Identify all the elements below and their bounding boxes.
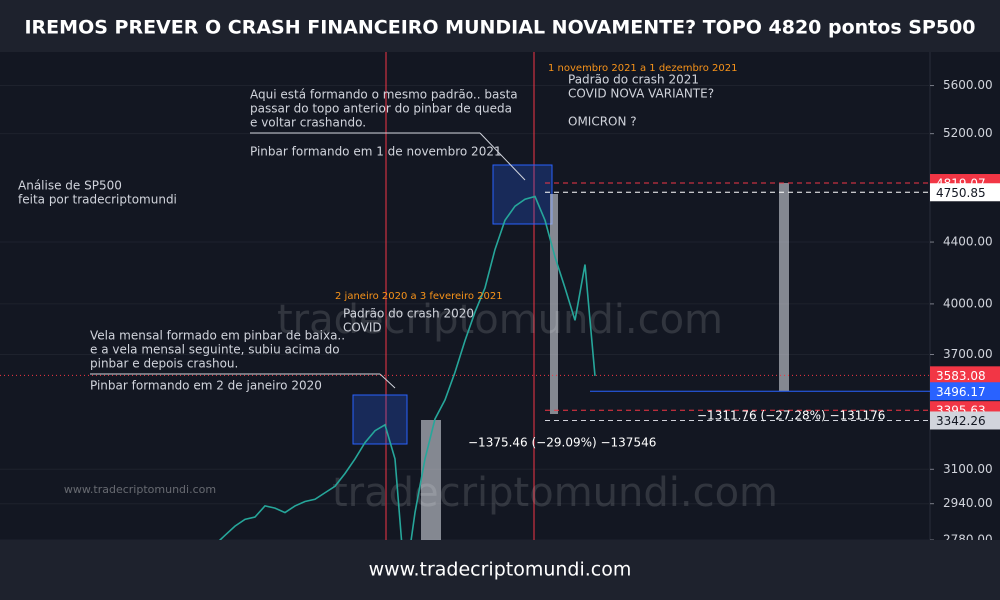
y-tick-label: 5200.00 <box>943 126 993 140</box>
y-tick-label: 4400.00 <box>943 235 993 249</box>
price-label: 3583.08 <box>936 369 986 383</box>
price-line <box>218 195 596 540</box>
annotation: 1 novembro 2021 a 1 dezembro 2021 <box>548 63 737 74</box>
y-tick-label: 3100.00 <box>943 462 993 476</box>
y-tick-label: 3700.00 <box>943 347 993 361</box>
annotation: −1311.76 (−27.28%) −131176 <box>697 409 885 423</box>
watermark: www.tradecriptomundi.com <box>64 483 216 496</box>
plot: tradecriptomundi.com tradecriptomundi.com… <box>0 52 930 540</box>
annotation: Análise de SP500 <box>18 179 122 193</box>
annotation: 2 janeiro 2020 a 3 fevereiro 2021 <box>335 291 503 302</box>
measure-bar <box>779 183 789 391</box>
price-label: 3496.17 <box>936 385 986 399</box>
annotation: −1375.46 (−29.09%) −137546 <box>468 436 656 450</box>
watermark: tradecriptomundi.com <box>332 470 778 516</box>
footer-url: www.tradecriptomundi.com <box>369 559 632 581</box>
annotation: COVID NOVA VARIANTE? <box>568 87 714 101</box>
annotation: feita por tradecriptomundi <box>18 193 177 207</box>
pattern-box <box>352 394 408 445</box>
footer-bar <box>0 540 1000 600</box>
price-label: 4750.85 <box>936 186 986 200</box>
annotation: e a vela mensal seguinte, subiu acima do <box>90 343 340 357</box>
price-label-box <box>930 366 1000 385</box>
annotation: Pinbar formando em 1 de novembro 2021 <box>250 145 502 159</box>
measure-bar <box>421 420 441 540</box>
annotation: OMICRON ? <box>568 115 637 129</box>
title: IREMOS PREVER O CRASH FINANCEIRO MUNDIAL… <box>24 17 975 39</box>
price-label-box <box>930 382 1000 401</box>
annotation: e voltar crashando. <box>250 116 366 130</box>
price-label: 3342.26 <box>936 414 986 428</box>
annotation: Aqui está formando o mesmo padrão.. bast… <box>250 88 518 102</box>
annotation: Pinbar formando em 2 de janeiro 2020 <box>90 379 322 393</box>
price-label-box <box>930 411 1000 430</box>
annotation: COVID <box>343 321 382 335</box>
annotation: Vela mensal formado em pinbar de baixa.. <box>90 329 345 343</box>
annotation: Padrão do crash 2021 <box>568 73 699 87</box>
annotation: passar do topo anterior do pinbar de que… <box>250 102 512 116</box>
annotation: pinbar e depois crashou. <box>90 357 238 371</box>
header-bar <box>0 0 1000 52</box>
y-tick-label: 2940.00 <box>943 496 993 510</box>
measure-bar <box>550 194 558 414</box>
y-tick-label: 5600.00 <box>943 78 993 92</box>
annotation-arrow <box>379 373 396 389</box>
price-label-box <box>930 183 1000 202</box>
watermark: tradecriptomundi.com <box>277 297 723 343</box>
y-tick-label: 4000.00 <box>943 296 993 310</box>
annotation: Padrão do crash 2020 <box>343 307 474 321</box>
labels: 2780.002940.003100.003700.004000.004400.… <box>18 63 1000 547</box>
annotation-arrow <box>479 132 526 181</box>
